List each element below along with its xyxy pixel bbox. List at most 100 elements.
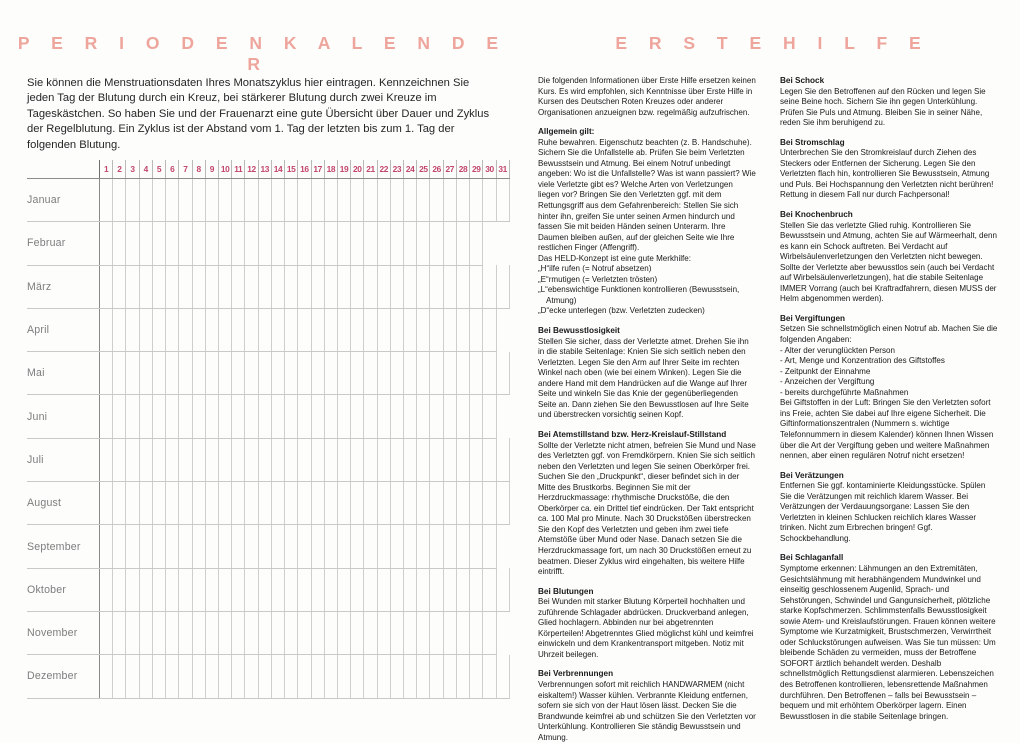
day-cell-april-17[interactable]	[310, 308, 325, 353]
day-cell-dezember-20[interactable]	[350, 654, 364, 699]
day-cell-november-4[interactable]	[138, 611, 153, 656]
day-cell-märz-25[interactable]	[416, 265, 430, 309]
day-cell-februar-2[interactable]	[112, 221, 126, 266]
day-cell-juli-2[interactable]	[112, 438, 126, 483]
day-cell-september-30[interactable]	[482, 524, 497, 569]
day-cell-august-5[interactable]	[151, 481, 166, 526]
day-cell-märz-26[interactable]	[429, 265, 444, 309]
day-cell-mai-19[interactable]	[336, 351, 351, 396]
day-cell-november-12[interactable]	[244, 611, 259, 656]
day-cell-märz-8[interactable]	[191, 265, 206, 309]
day-cell-märz-11[interactable]	[231, 265, 245, 309]
day-cell-januar-29[interactable]	[469, 178, 483, 223]
day-cell-april-27[interactable]	[442, 308, 457, 353]
day-cell-august-20[interactable]	[350, 481, 364, 526]
day-cell-november-7[interactable]	[178, 611, 193, 656]
day-cell-oktober-20[interactable]	[350, 568, 364, 612]
day-cell-oktober-1[interactable]	[98, 568, 113, 612]
day-cell-juli-13[interactable]	[257, 438, 272, 483]
day-cell-februar-24[interactable]	[403, 221, 417, 266]
day-cell-august-14[interactable]	[270, 481, 285, 526]
day-cell-dezember-31[interactable]	[495, 654, 510, 699]
day-cell-dezember-8[interactable]	[191, 654, 206, 699]
day-cell-januar-31[interactable]	[495, 178, 510, 223]
day-cell-august-30[interactable]	[482, 481, 497, 526]
day-cell-oktober-5[interactable]	[151, 568, 166, 612]
day-cell-august-25[interactable]	[416, 481, 430, 526]
day-cell-november-9[interactable]	[204, 611, 219, 656]
day-cell-dezember-19[interactable]	[336, 654, 351, 699]
day-cell-dezember-28[interactable]	[455, 654, 470, 699]
day-cell-märz-19[interactable]	[336, 265, 351, 309]
day-cell-märz-15[interactable]	[284, 265, 298, 309]
day-cell-juni-4[interactable]	[138, 394, 153, 439]
day-cell-januar-1[interactable]	[98, 178, 113, 223]
day-cell-april-14[interactable]	[270, 308, 285, 353]
day-cell-mai-7[interactable]	[178, 351, 193, 396]
day-cell-april-21[interactable]	[363, 308, 378, 353]
day-cell-november-5[interactable]	[151, 611, 166, 656]
day-cell-oktober-23[interactable]	[389, 568, 404, 612]
day-cell-august-12[interactable]	[244, 481, 259, 526]
day-cell-februar-3[interactable]	[125, 221, 140, 266]
day-cell-märz-5[interactable]	[151, 265, 166, 309]
day-cell-januar-14[interactable]	[270, 178, 285, 223]
day-cell-august-16[interactable]	[297, 481, 311, 526]
day-cell-oktober-31[interactable]	[495, 568, 510, 612]
day-cell-juli-20[interactable]	[350, 438, 364, 483]
day-cell-juli-4[interactable]	[138, 438, 153, 483]
day-cell-september-2[interactable]	[112, 524, 126, 569]
day-cell-juli-26[interactable]	[429, 438, 444, 483]
day-cell-februar-9[interactable]	[204, 221, 219, 266]
day-cell-juli-15[interactable]	[284, 438, 298, 483]
day-cell-märz-9[interactable]	[204, 265, 219, 309]
day-cell-dezember-30[interactable]	[482, 654, 497, 699]
day-cell-april-28[interactable]	[455, 308, 470, 353]
day-cell-januar-9[interactable]	[204, 178, 219, 223]
day-cell-dezember-23[interactable]	[389, 654, 404, 699]
day-cell-februar-26[interactable]	[429, 221, 444, 266]
day-cell-april-4[interactable]	[138, 308, 153, 353]
day-cell-mai-13[interactable]	[257, 351, 272, 396]
day-cell-april-3[interactable]	[125, 308, 140, 353]
day-cell-juni-22[interactable]	[376, 394, 391, 439]
day-cell-mai-9[interactable]	[204, 351, 219, 396]
day-cell-mai-22[interactable]	[376, 351, 391, 396]
day-cell-oktober-27[interactable]	[442, 568, 457, 612]
day-cell-august-17[interactable]	[310, 481, 325, 526]
day-cell-august-26[interactable]	[429, 481, 444, 526]
day-cell-juni-28[interactable]	[455, 394, 470, 439]
day-cell-mai-15[interactable]	[284, 351, 298, 396]
day-cell-märz-18[interactable]	[323, 265, 338, 309]
day-cell-märz-17[interactable]	[310, 265, 325, 309]
day-cell-september-10[interactable]	[217, 524, 232, 569]
day-cell-märz-13[interactable]	[257, 265, 272, 309]
day-cell-august-19[interactable]	[336, 481, 351, 526]
day-cell-november-8[interactable]	[191, 611, 206, 656]
day-cell-märz-16[interactable]	[297, 265, 311, 309]
day-cell-juni-9[interactable]	[204, 394, 219, 439]
day-cell-januar-3[interactable]	[125, 178, 140, 223]
day-cell-november-24[interactable]	[403, 611, 417, 656]
day-cell-februar-5[interactable]	[151, 221, 166, 266]
day-cell-dezember-25[interactable]	[416, 654, 430, 699]
day-cell-januar-25[interactable]	[416, 178, 430, 223]
day-cell-juni-2[interactable]	[112, 394, 126, 439]
day-cell-september-3[interactable]	[125, 524, 140, 569]
day-cell-juli-10[interactable]	[217, 438, 232, 483]
day-cell-juli-18[interactable]	[323, 438, 338, 483]
day-cell-november-29[interactable]	[469, 611, 483, 656]
day-cell-august-23[interactable]	[389, 481, 404, 526]
day-cell-april-5[interactable]	[151, 308, 166, 353]
day-cell-januar-27[interactable]	[442, 178, 457, 223]
day-cell-september-27[interactable]	[442, 524, 457, 569]
day-cell-januar-5[interactable]	[151, 178, 166, 223]
day-cell-juli-31[interactable]	[495, 438, 510, 483]
day-cell-september-4[interactable]	[138, 524, 153, 569]
day-cell-juni-19[interactable]	[336, 394, 351, 439]
day-cell-april-13[interactable]	[257, 308, 272, 353]
day-cell-mai-20[interactable]	[350, 351, 364, 396]
day-cell-mai-10[interactable]	[217, 351, 232, 396]
day-cell-februar-14[interactable]	[270, 221, 285, 266]
day-cell-november-26[interactable]	[429, 611, 444, 656]
